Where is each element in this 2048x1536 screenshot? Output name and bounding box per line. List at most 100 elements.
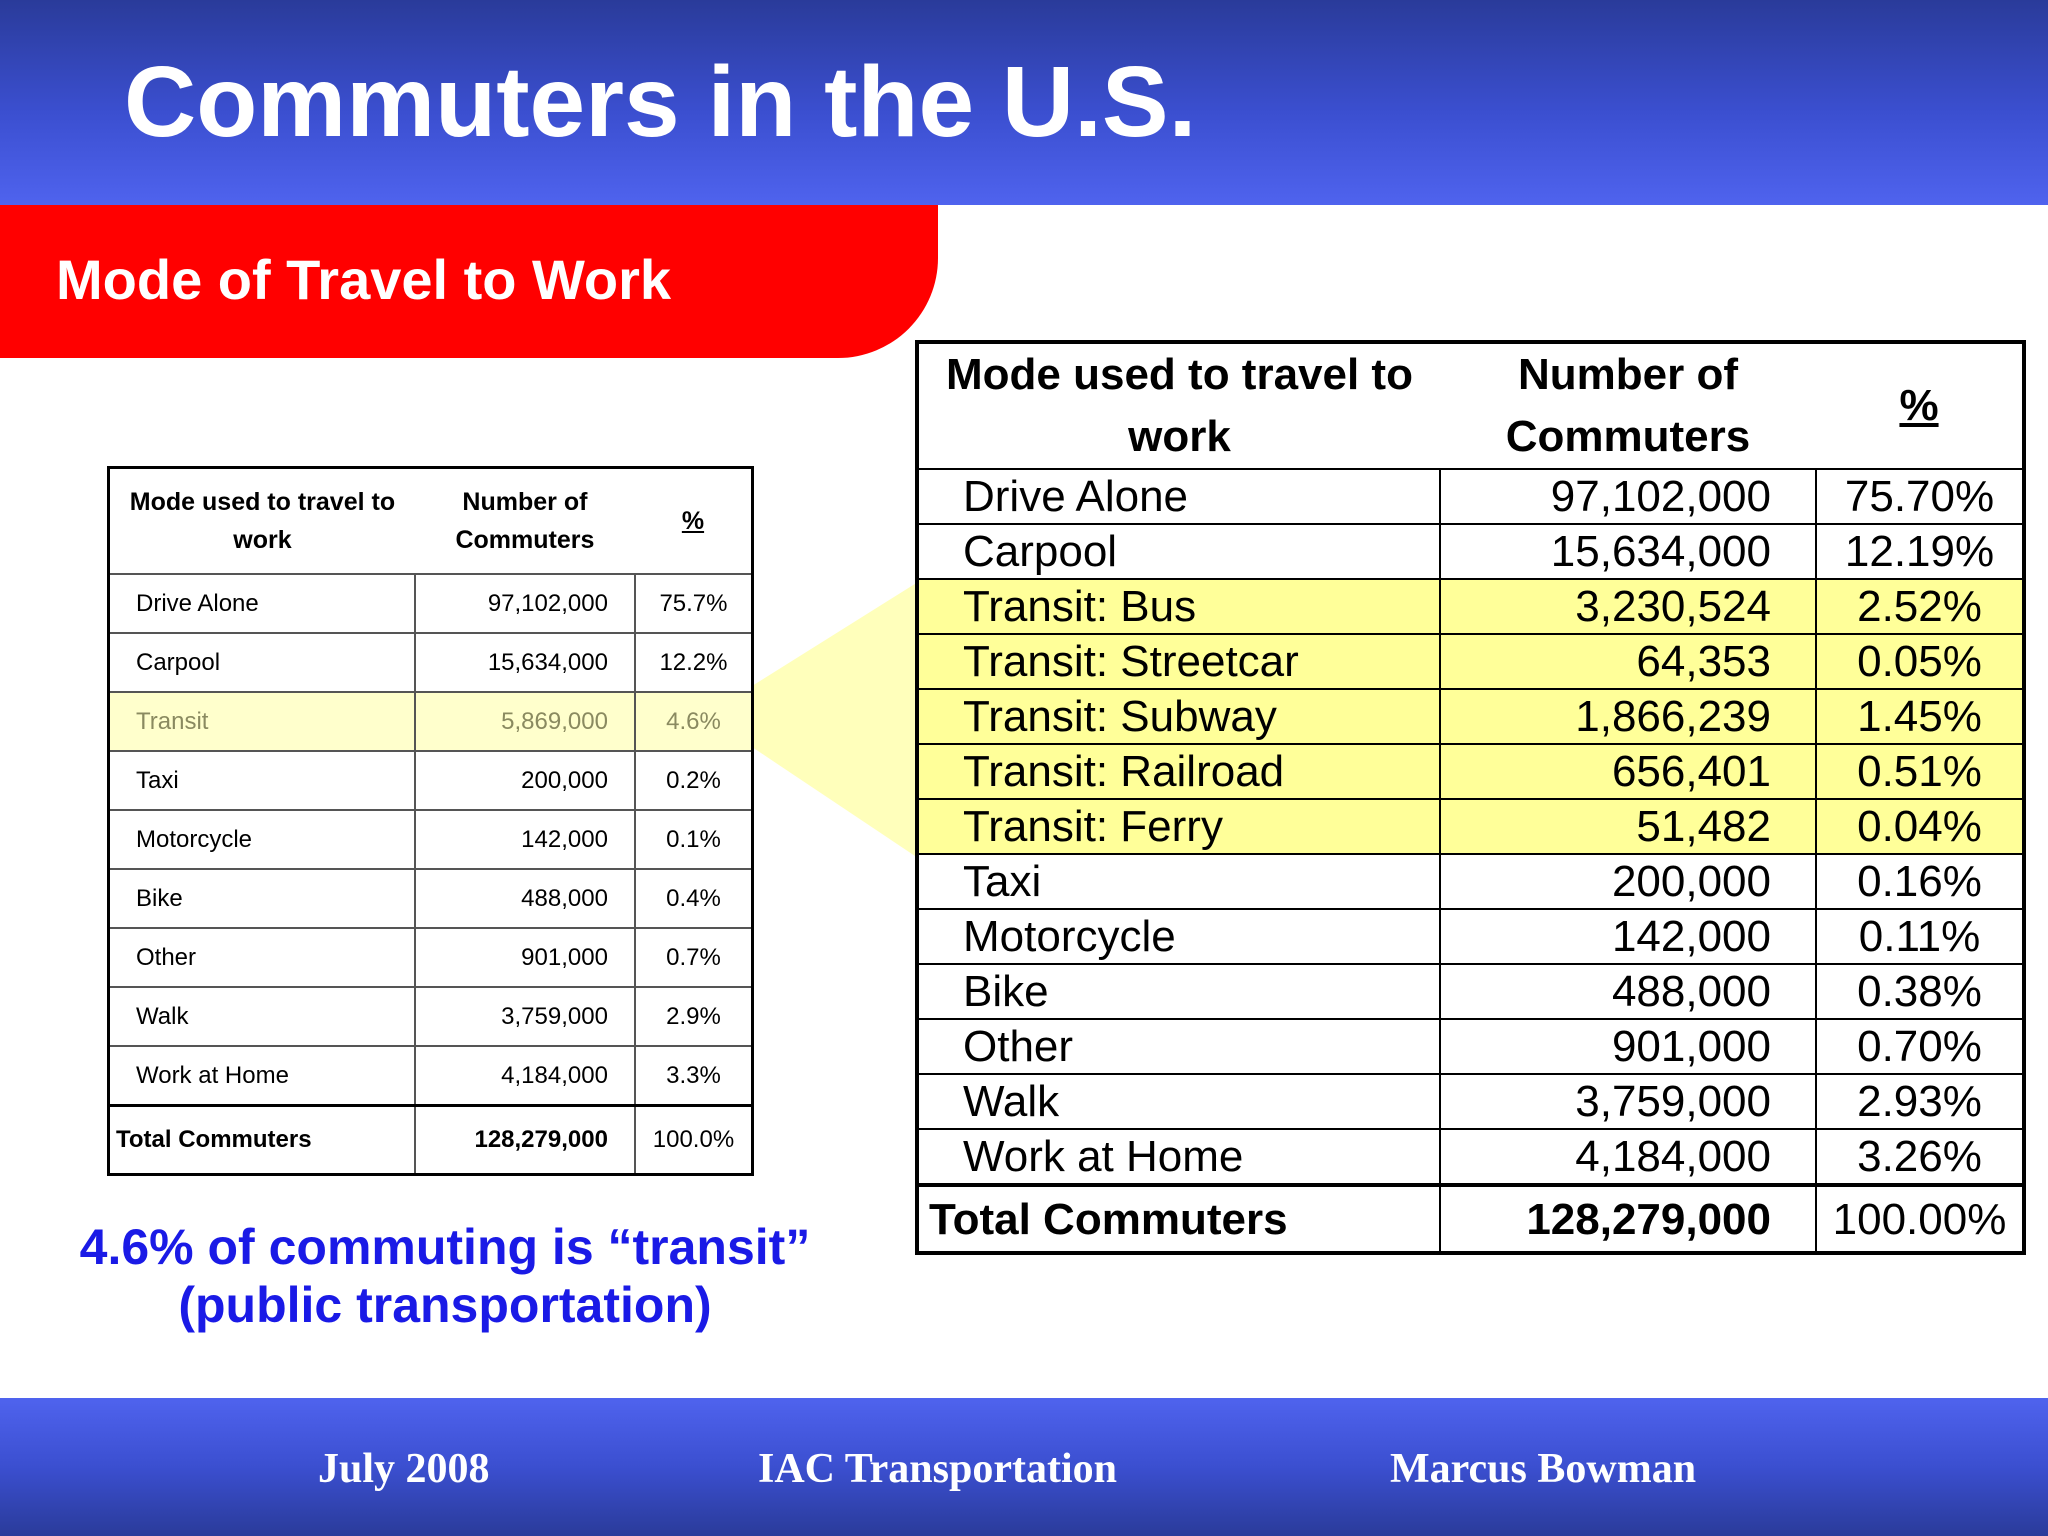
table-row: Walk 3,759,000 2.9%	[108, 986, 753, 1046]
detail-number-cell: 1,866,239	[1439, 688, 1816, 744]
title-band	[0, 0, 2048, 205]
summary-mode-cell: Bike	[108, 868, 415, 928]
footer-organization: IAC Transportation	[758, 1446, 1117, 1492]
detail-mode-cell: Carpool	[917, 523, 1440, 579]
summary-number-cell: 200,000	[413, 750, 635, 810]
summary-mode-cell: Taxi	[108, 750, 415, 810]
table-row: Other 901,000 0.7%	[108, 927, 753, 987]
summary-percent-cell: 0.4%	[633, 868, 753, 928]
detail-table: Mode used to travel to work Number of Co…	[915, 340, 2026, 1255]
table-row: Taxi 200,000 0.16%	[917, 853, 2024, 909]
detail-number-cell: 656,401	[1439, 743, 1816, 799]
summary-total-label: Total Commuters	[108, 1104, 415, 1175]
summary-percent-cell: 2.9%	[633, 986, 753, 1046]
detail-number-cell: 3,230,524	[1439, 578, 1816, 634]
table-row: Taxi 200,000 0.2%	[108, 750, 753, 810]
table-row: Motorcycle 142,000 0.1%	[108, 809, 753, 869]
detail-total-label: Total Commuters	[917, 1183, 1440, 1253]
summary-percent-cell: 4.6%	[633, 691, 753, 751]
detail-total-number: 128,279,000	[1439, 1183, 1816, 1253]
detail-percent-cell: 0.04%	[1815, 798, 2024, 854]
summary-percent-cell: 12.2%	[633, 632, 753, 692]
detail-header-row: Mode used to travel to work Number of Co…	[917, 342, 2024, 469]
summary-header-row: Mode used to travel to work Number of Co…	[109, 468, 753, 575]
detail-number-cell: 97,102,000	[1439, 468, 1816, 524]
summary-percent-cell: 0.7%	[633, 927, 753, 987]
table-row: Carpool 15,634,000 12.19%	[917, 523, 2024, 579]
table-row-transit: Transit: Railroad 656,401 0.51%	[917, 743, 2024, 799]
transit-caption: 4.6% of commuting is “transit” (public t…	[40, 1218, 850, 1334]
footer-date: July 2008	[318, 1446, 490, 1492]
summary-percent-cell: 0.2%	[633, 750, 753, 810]
detail-mode-cell: Transit: Subway	[917, 688, 1440, 744]
detail-mode-cell: Motorcycle	[917, 908, 1440, 964]
detail-number-cell: 488,000	[1439, 963, 1816, 1019]
detail-percent-cell: 0.11%	[1815, 908, 2024, 964]
table-row-transit: Transit: Bus 3,230,524 2.52%	[917, 578, 2024, 634]
summary-mode-cell: Drive Alone	[108, 573, 415, 633]
summary-mode-cell: Work at Home	[108, 1045, 415, 1106]
footer-author: Marcus Bowman	[1390, 1446, 1697, 1492]
detail-number-cell: 200,000	[1439, 853, 1816, 909]
summary-percent-cell: 0.1%	[633, 809, 753, 869]
summary-mode-cell: Transit	[108, 691, 415, 751]
table-row: Walk 3,759,000 2.93%	[917, 1073, 2024, 1129]
detail-header-percent: %	[1899, 381, 1939, 430]
detail-percent-cell: 0.16%	[1815, 853, 2024, 909]
summary-number-cell: 3,759,000	[413, 986, 635, 1046]
summary-percent-cell: 75.7%	[633, 573, 753, 633]
detail-mode-cell: Transit: Streetcar	[917, 633, 1440, 689]
table-row-transit: Transit: Streetcar 64,353 0.05%	[917, 633, 2024, 689]
summary-header-number: Number of Commuters	[455, 488, 595, 554]
detail-number-cell: 142,000	[1439, 908, 1816, 964]
summary-number-cell: 15,634,000	[413, 632, 635, 692]
detail-percent-cell: 12.19%	[1815, 523, 2024, 579]
summary-percent-cell: 3.3%	[633, 1045, 753, 1106]
detail-number-cell: 901,000	[1439, 1018, 1816, 1074]
summary-mode-cell: Other	[108, 927, 415, 987]
footer-band	[0, 1398, 2048, 1536]
slide-title: Commuters in the U.S.	[124, 46, 1197, 158]
detail-number-cell: 3,759,000	[1439, 1073, 1816, 1129]
table-row: Carpool 15,634,000 12.2%	[108, 632, 753, 692]
detail-mode-cell: Other	[917, 1018, 1440, 1074]
table-row-transit: Transit: Ferry 51,482 0.04%	[917, 798, 2024, 854]
summary-total-percent: 100.0%	[633, 1104, 753, 1175]
detail-number-cell: 64,353	[1439, 633, 1816, 689]
summary-total-number: 128,279,000	[413, 1104, 635, 1175]
summary-mode-cell: Motorcycle	[108, 809, 415, 869]
detail-total-row: Total Commuters 128,279,000 100.00%	[917, 1183, 2024, 1253]
table-row: Drive Alone 97,102,000 75.70%	[917, 468, 2024, 524]
detail-total-percent: 100.00%	[1815, 1183, 2024, 1253]
table-row: Work at Home 4,184,000 3.26%	[917, 1128, 2024, 1185]
table-row: Motorcycle 142,000 0.11%	[917, 908, 2024, 964]
detail-mode-cell: Transit: Railroad	[917, 743, 1440, 799]
detail-header-number: Number of Commuters	[1505, 350, 1751, 461]
table-row: Bike 488,000 0.38%	[917, 963, 2024, 1019]
table-row-transit-highlight: Transit 5,869,000 4.6%	[108, 691, 753, 751]
detail-number-cell: 15,634,000	[1439, 523, 1816, 579]
summary-table: Mode used to travel to work Number of Co…	[107, 466, 754, 1176]
detail-header-mode: Mode used to travel to work	[946, 350, 1413, 461]
detail-percent-cell: 2.52%	[1815, 578, 2024, 634]
detail-mode-cell: Transit: Ferry	[917, 798, 1440, 854]
table-row: Other 901,000 0.70%	[917, 1018, 2024, 1074]
detail-number-cell: 51,482	[1439, 798, 1816, 854]
detail-percent-cell: 2.93%	[1815, 1073, 2024, 1129]
subtitle-band	[0, 205, 938, 358]
table-row: Drive Alone 97,102,000 75.7%	[108, 573, 753, 633]
slide-subtitle: Mode of Travel to Work	[56, 248, 672, 311]
detail-mode-cell: Walk	[917, 1073, 1440, 1129]
table-row: Work at Home 4,184,000 3.3%	[108, 1045, 753, 1106]
detail-mode-cell: Drive Alone	[917, 468, 1440, 524]
table-row-transit: Transit: Subway 1,866,239 1.45%	[917, 688, 2024, 744]
summary-number-cell: 4,184,000	[413, 1045, 635, 1106]
detail-percent-cell: 1.45%	[1815, 688, 2024, 744]
detail-percent-cell: 3.26%	[1815, 1128, 2024, 1185]
summary-number-cell: 901,000	[413, 927, 635, 987]
summary-mode-cell: Walk	[108, 986, 415, 1046]
summary-number-cell: 5,869,000	[413, 691, 635, 751]
summary-total-row: Total Commuters 128,279,000 100.0%	[108, 1104, 753, 1175]
detail-mode-cell: Taxi	[917, 853, 1440, 909]
caption-line-2: (public transportation)	[178, 1277, 712, 1333]
